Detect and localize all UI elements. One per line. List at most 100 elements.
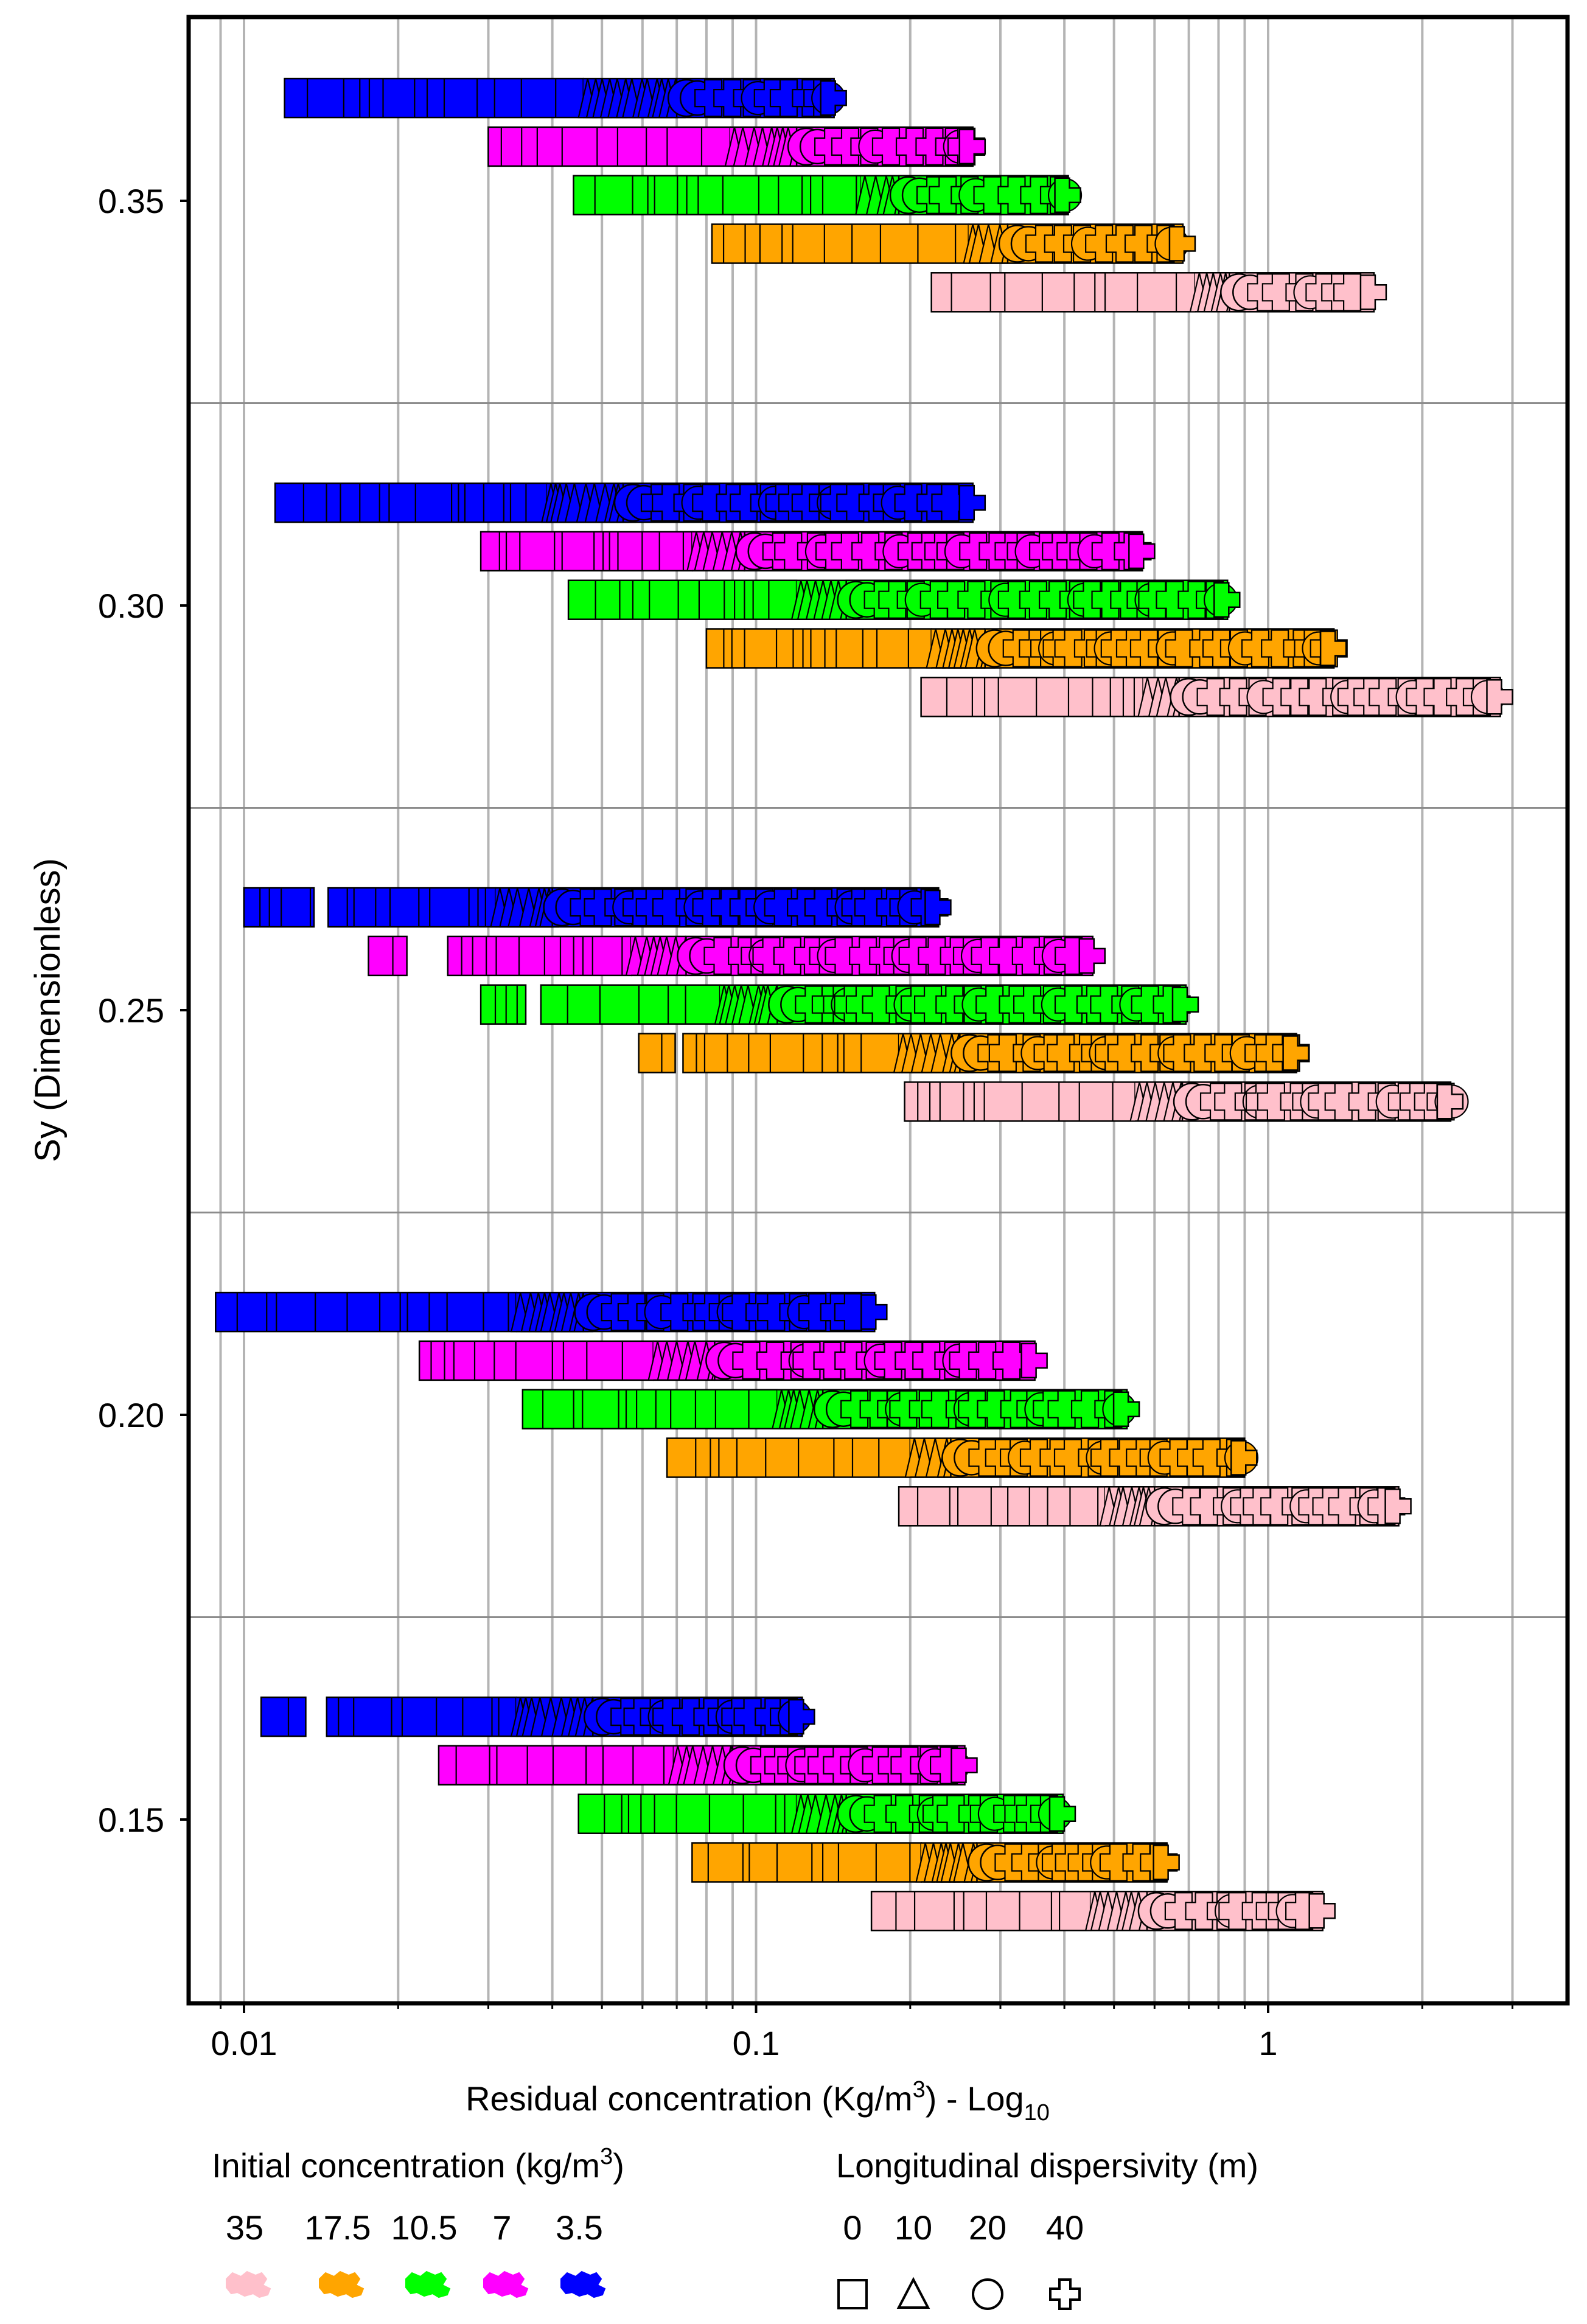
cross-marker <box>931 483 969 522</box>
band-sy-0.2-c-3.5 <box>215 1291 888 1333</box>
band-sy-0.2-c-17.5 <box>666 1437 1259 1478</box>
square-marker <box>705 628 932 669</box>
square-marker <box>368 935 408 977</box>
band-sy-0.35-c-35 <box>930 272 1387 313</box>
y-tick-label: 0.35 <box>98 182 164 220</box>
cross-marker <box>1168 226 1196 262</box>
legend-triangle-icon <box>896 2277 930 2309</box>
cross-marker <box>1020 1342 1048 1379</box>
band-sy-0.25-c-35 <box>904 1081 1469 1122</box>
legend-concentration-label: 17.5 <box>305 2208 371 2247</box>
legend-square-icon <box>837 2279 868 2309</box>
square-marker <box>243 887 315 928</box>
legend-concentration-label: 35 <box>226 2208 263 2247</box>
cross-marker <box>820 80 847 116</box>
cross-marker <box>1319 630 1347 666</box>
legend-dispersivity-label: 0 <box>843 2208 862 2247</box>
square-marker <box>418 1340 654 1381</box>
square-marker <box>274 482 548 523</box>
legend-swatch-35 <box>226 2270 271 2298</box>
band-sy-0.35-c-3.5 <box>284 77 847 119</box>
legend-circle-icon <box>972 2278 1003 2310</box>
band-sy-0.25-c-7 <box>368 935 1106 977</box>
square-marker <box>682 1033 900 1073</box>
cross-marker <box>950 1747 978 1784</box>
legend-dispersivity-label: 20 <box>969 2208 1006 2247</box>
band-sy-0.35-c-10.5 <box>573 175 1083 215</box>
cross-marker <box>1486 679 1513 715</box>
band-sy-0.25-c-10.5 <box>480 984 1199 1025</box>
band-sy-0.3-c-3.5 <box>274 482 986 523</box>
band-sy-0.15-c-17.5 <box>691 1842 1180 1883</box>
y-axis-title: Sy (Dimensionless) <box>28 858 68 1162</box>
legend-concentration-label: 7 <box>492 2208 511 2247</box>
cross-marker <box>1054 177 1081 213</box>
x-tick-label: 1 <box>1258 2024 1277 2062</box>
square-marker <box>567 579 798 620</box>
square-marker <box>438 1745 675 1786</box>
x-axis-title: Residual concentration (Kg/m3) - Log10 <box>466 2077 1050 2126</box>
band-sy-0.15-c-10.5 <box>577 1793 1076 1834</box>
band-sy-0.35-c-7 <box>487 126 986 167</box>
band-sy-0.15-c-35 <box>870 1891 1336 1931</box>
cross-marker <box>1213 582 1241 618</box>
square-marker <box>260 1696 307 1737</box>
x-tick-label: 0.01 <box>211 2024 277 2062</box>
cross-marker <box>1308 1893 1336 1929</box>
square-marker <box>215 1291 517 1333</box>
square-marker <box>898 1486 1106 1527</box>
square-marker <box>487 126 731 167</box>
cross-marker <box>1078 938 1106 974</box>
square-marker <box>540 984 721 1025</box>
cross-marker <box>1282 1035 1310 1071</box>
cross-marker <box>1384 1488 1412 1524</box>
cross-marker <box>958 484 986 521</box>
square-marker <box>691 1842 922 1883</box>
band-sy-0.15-c-3.5 <box>260 1696 815 1737</box>
square-marker <box>284 77 584 119</box>
cross-marker <box>1359 274 1387 310</box>
cross-marker <box>1171 986 1199 1022</box>
square-marker <box>327 887 497 928</box>
data-bands <box>215 77 1513 1931</box>
band-sy-0.3-c-35 <box>920 677 1513 717</box>
legend-swatch-3.5 <box>560 2270 606 2298</box>
square-marker <box>480 531 693 572</box>
cross-marker <box>788 1698 815 1735</box>
band-sy-0.25-c-3.5 <box>243 887 952 928</box>
y-tick-label: 0.15 <box>98 1801 164 1839</box>
square-marker <box>447 935 632 977</box>
cross-marker <box>1128 533 1156 570</box>
group-separators <box>189 402 1568 1618</box>
square-marker <box>573 175 862 215</box>
legend: 35 17.5 10.5 7 3.5 0 10 20 40 <box>226 2208 1084 2310</box>
band-sy-0.15-c-7 <box>438 1745 978 1786</box>
square-marker <box>521 1389 778 1429</box>
cross-marker <box>1436 1084 1464 1120</box>
band-sy-0.2-c-10.5 <box>521 1389 1140 1429</box>
band-sy-0.3-c-7 <box>480 531 1156 572</box>
y-tick-label: 0.25 <box>98 991 164 1030</box>
band-sy-0.25-c-17.5 <box>638 1033 1310 1073</box>
cross-marker <box>958 128 986 165</box>
band-sy-0.2-c-7 <box>418 1340 1048 1381</box>
y-tick-label: 0.30 <box>98 587 164 625</box>
square-marker <box>638 1033 676 1073</box>
y-tick-label: 0.20 <box>98 1396 164 1434</box>
square-marker <box>577 1793 798 1834</box>
square-marker <box>870 1891 1092 1931</box>
legend-dispersivity-label: 40 <box>1046 2208 1084 2247</box>
x-tick-label: 0.1 <box>733 2024 780 2062</box>
cross-marker <box>1153 1844 1180 1880</box>
square-marker <box>326 1696 517 1737</box>
cross-marker <box>924 889 952 926</box>
square-marker <box>666 1437 912 1478</box>
legend-swatch-7 <box>483 2270 529 2298</box>
legend-concentration-label: 10.5 <box>391 2208 458 2247</box>
cross-marker <box>992 1341 1031 1380</box>
legend-dispersivity-label: 10 <box>895 2208 932 2247</box>
legend-swatch-10.5 <box>405 2270 451 2298</box>
cross-marker <box>1048 1796 1076 1832</box>
